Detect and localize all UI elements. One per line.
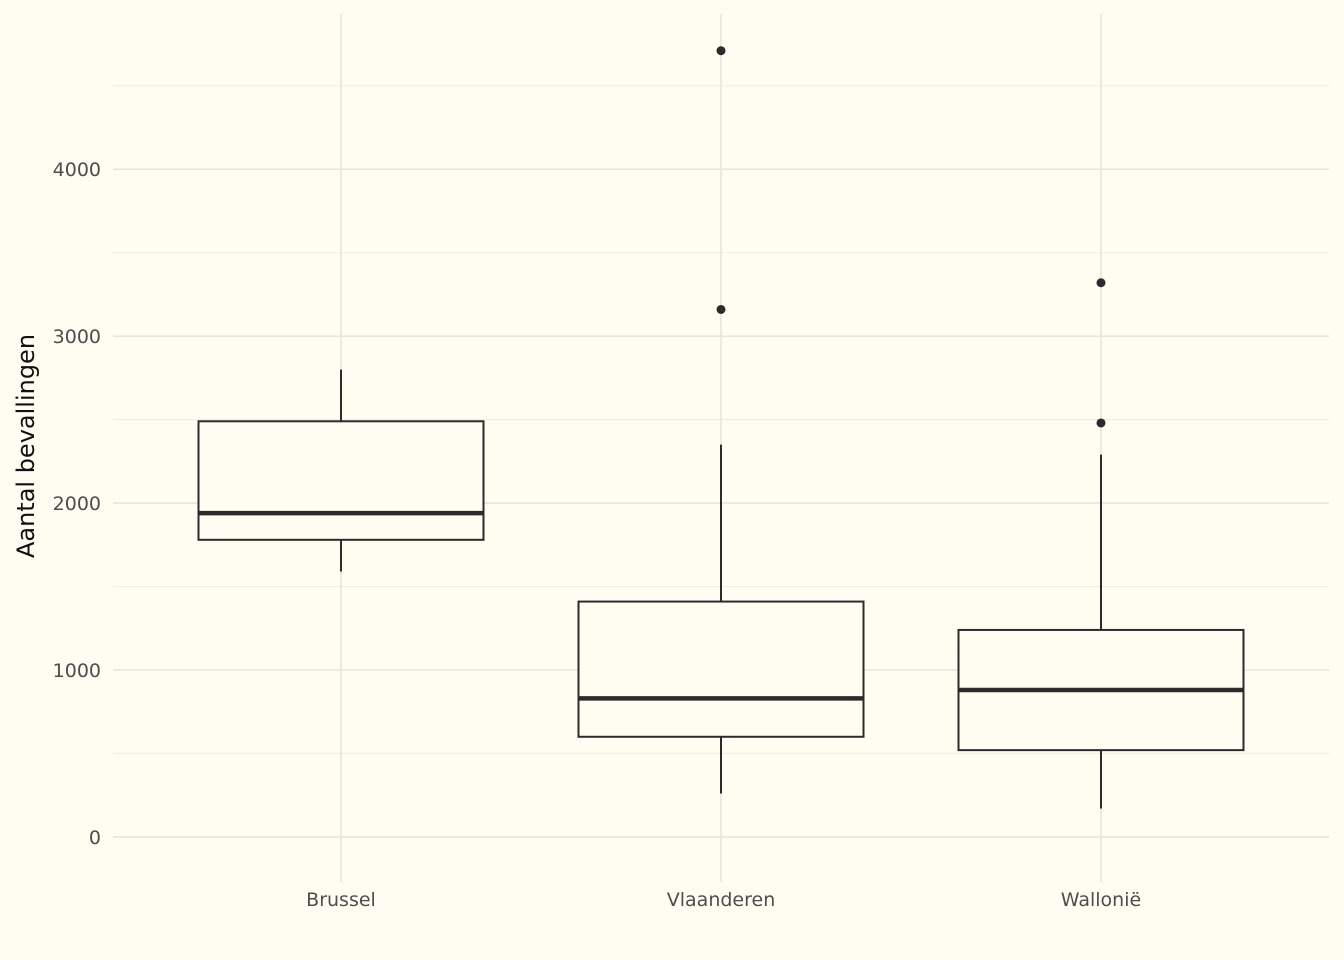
y-tick-label: 3000 (53, 326, 101, 348)
label-layer: 0 1000 2000 3000 4000 Brussel Vlaanderen Wallon… (53, 159, 1142, 911)
outlier-point (1096, 278, 1106, 288)
y-tick-label: 1000 (53, 660, 101, 682)
x-tick-label: Wallonië (1061, 889, 1141, 911)
iqr-box (577, 600, 865, 738)
box-layer (197, 46, 1245, 809)
y-tick-label: 4000 (53, 159, 101, 181)
y-tick-label: 2000 (53, 493, 101, 515)
outlier-point (716, 304, 726, 314)
y-axis-title: Aantal bevallingen (12, 334, 40, 558)
x-tick-label: Vlaanderen (667, 889, 775, 911)
iqr-box (197, 420, 485, 541)
outlier-point (716, 46, 726, 56)
x-tick-label: Brussel (306, 889, 376, 911)
outlier-point (1096, 418, 1106, 428)
y-tick-label: 0 (89, 827, 101, 849)
